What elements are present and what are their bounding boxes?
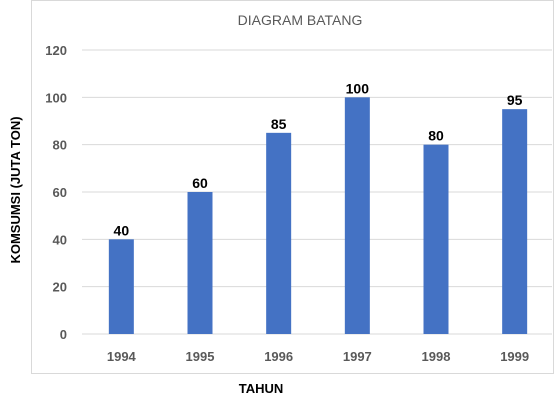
bar xyxy=(187,192,213,334)
y-tick-label: 120 xyxy=(45,43,67,58)
bar xyxy=(502,109,528,335)
y-tick-label: 80 xyxy=(53,138,67,153)
x-tick-label: 1999 xyxy=(500,349,529,364)
bar xyxy=(423,144,449,334)
x-tick-label: 1996 xyxy=(264,349,293,364)
x-tick-label: 1997 xyxy=(343,349,372,364)
gridlines xyxy=(82,49,552,335)
data-label: 80 xyxy=(428,128,444,144)
x-tick-label: 1994 xyxy=(107,349,137,364)
bar xyxy=(344,97,370,334)
y-tick-label: 100 xyxy=(45,90,67,105)
y-tick-label: 20 xyxy=(53,280,67,295)
bar xyxy=(266,132,292,334)
data-label: 100 xyxy=(346,80,370,96)
y-axis-label: KOMSUMSI (JUTA TON) xyxy=(8,116,23,263)
data-label: 95 xyxy=(507,92,523,108)
x-axis-label: TAHUN xyxy=(239,381,284,396)
data-labels: 40 60 85 100 80 95 xyxy=(114,80,523,238)
bars xyxy=(108,97,528,335)
x-axis-ticks: 1994 1995 1996 1997 1998 1999 xyxy=(107,349,529,364)
y-axis-ticks: 0 20 40 60 80 100 120 xyxy=(45,43,67,342)
y-tick-label: 60 xyxy=(53,185,67,200)
data-label: 85 xyxy=(271,116,287,132)
bar xyxy=(108,239,134,334)
data-label: 40 xyxy=(114,222,130,238)
y-tick-label: 0 xyxy=(60,327,67,342)
x-tick-label: 1998 xyxy=(422,349,451,364)
chart-title: DIAGRAM BATANG xyxy=(238,12,363,28)
x-tick-label: 1995 xyxy=(186,349,215,364)
y-tick-label: 40 xyxy=(53,232,67,247)
data-label: 60 xyxy=(192,175,208,191)
